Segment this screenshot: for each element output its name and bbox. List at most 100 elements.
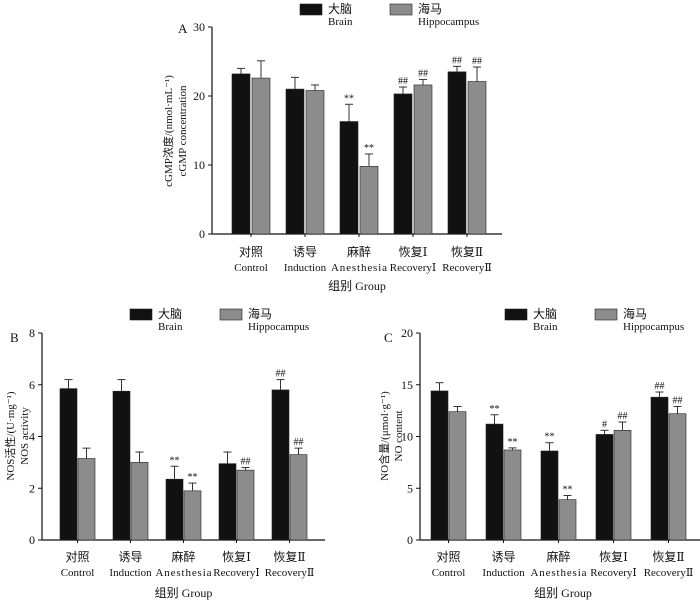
significance-mark: ** bbox=[563, 484, 573, 495]
x-category-label-cn: 恢复Ⅰ bbox=[222, 550, 251, 564]
bar-hippocampus bbox=[251, 77, 271, 235]
legend-label-cn: 大脑 bbox=[533, 307, 557, 321]
x-category-label-cn: 麻醉 bbox=[546, 549, 570, 564]
legend-label-en: Hippocampus bbox=[248, 321, 309, 333]
bar-brain bbox=[540, 450, 559, 541]
x-category-label-cn: 诱导 bbox=[491, 550, 515, 564]
x-category-label-en: Induction bbox=[109, 567, 152, 579]
bar-hippocampus bbox=[613, 429, 632, 541]
bar-brain bbox=[339, 121, 359, 235]
bar-hippocampus bbox=[183, 490, 202, 541]
bar-brain bbox=[595, 434, 614, 541]
x-axis-title: 组别 Group bbox=[328, 279, 386, 293]
x-axis-title: 组别 Group bbox=[155, 586, 213, 600]
x-category-label-cn: 诱导 bbox=[293, 245, 317, 259]
y-axis-label-en: NOS activity bbox=[19, 407, 31, 465]
x-category-label-en: RecoveryⅡ bbox=[644, 567, 694, 579]
bar-hippocampus bbox=[130, 462, 149, 541]
significance-mark: ## bbox=[618, 411, 628, 422]
legend-label-cn: 海马 bbox=[623, 306, 647, 321]
panel-label: A bbox=[178, 21, 188, 36]
significance-mark: ## bbox=[276, 369, 286, 380]
bar-hippocampus bbox=[503, 449, 522, 541]
x-category-label-en: RecoveryⅡ bbox=[265, 567, 315, 579]
y-tick-label: 10 bbox=[401, 430, 413, 444]
legend-swatch-brain bbox=[504, 308, 528, 321]
bar-hippocampus bbox=[668, 413, 687, 541]
chart-panel-b: B 0 2 4 6 8 NOS活性/(U·mg⁻¹) NOS activity 对照 Contro… bbox=[3, 306, 325, 600]
x-category-label-cn: 对照 bbox=[239, 245, 263, 259]
x-category-label-en: Anesthesia bbox=[156, 567, 212, 579]
bar-brain bbox=[430, 390, 449, 541]
bar-hippocampus bbox=[448, 411, 467, 541]
bar-hippocampus bbox=[413, 84, 433, 235]
significance-mark: ** bbox=[364, 143, 374, 154]
y-axis-label-cn: NOS活性/(U·mg⁻¹) bbox=[3, 391, 17, 480]
x-category-label-cn: 恢复Ⅱ bbox=[451, 245, 483, 259]
significance-mark: ** bbox=[490, 404, 500, 415]
y-tick-label: 5 bbox=[407, 481, 413, 495]
y-axis-label-en: cGMP concentration bbox=[177, 85, 189, 176]
bar-hippocampus bbox=[558, 499, 577, 541]
y-axis-label-en: NO content bbox=[393, 410, 405, 461]
chart-panel-a: A 0 10 20 30 cGMP浓度/(nmol·mL⁻¹) cGMP concentra… bbox=[161, 1, 502, 293]
x-category-label-en: Control bbox=[61, 567, 95, 579]
bar-brain bbox=[231, 73, 251, 235]
legend-swatch-brain bbox=[129, 308, 153, 321]
x-category-label-en: RecoveryⅠ bbox=[213, 567, 260, 579]
bar-hippocampus bbox=[305, 90, 325, 235]
x-category-label-cn: 对照 bbox=[436, 550, 460, 564]
y-tick-label: 2 bbox=[29, 481, 35, 495]
bar-brain bbox=[393, 93, 413, 235]
x-category-label-en: RecoveryⅠ bbox=[590, 567, 637, 579]
x-category-label-cn: 麻醉 bbox=[171, 549, 195, 564]
legend-label-en: Brain bbox=[533, 321, 558, 333]
significance-mark: # bbox=[602, 419, 607, 430]
significance-mark: ## bbox=[472, 56, 482, 67]
y-tick-label: 8 bbox=[29, 326, 35, 340]
significance-mark: ## bbox=[418, 68, 428, 79]
x-category-label-cn: 诱导 bbox=[118, 550, 142, 564]
bar-hippocampus bbox=[359, 166, 379, 235]
y-tick-label: 30 bbox=[193, 20, 205, 34]
legend-label-en: Brain bbox=[158, 321, 183, 333]
x-category-label-en: RecoveryⅠ bbox=[390, 262, 437, 274]
bar-brain bbox=[485, 423, 504, 541]
legend-label-en: Brain bbox=[328, 16, 353, 28]
x-category-label-en: Control bbox=[432, 567, 466, 579]
significance-mark: ## bbox=[452, 55, 462, 66]
x-category-label-cn: 恢复Ⅰ bbox=[399, 245, 428, 259]
y-tick-label: 15 bbox=[401, 378, 413, 392]
legend-label-en: Hippocampus bbox=[623, 321, 684, 333]
significance-mark: ** bbox=[545, 432, 555, 443]
legend-label-cn: 大脑 bbox=[158, 307, 182, 321]
significance-mark: ## bbox=[655, 381, 665, 392]
x-category-label-en: RecoveryⅡ bbox=[442, 262, 492, 274]
panel-label: B bbox=[10, 330, 19, 345]
bar-brain bbox=[285, 88, 305, 235]
significance-mark: ** bbox=[170, 455, 180, 466]
x-category-label-en: Induction bbox=[284, 262, 327, 274]
x-category-label-en: Anesthesia bbox=[331, 262, 387, 274]
significance-mark: ** bbox=[344, 93, 354, 104]
bar-hippocampus bbox=[289, 454, 308, 541]
legend-label-en: Hippocampus bbox=[418, 16, 479, 28]
y-tick-label: 0 bbox=[407, 533, 413, 547]
legend-swatch-brain bbox=[299, 3, 323, 16]
bar-brain bbox=[165, 478, 184, 541]
y-tick-label: 20 bbox=[401, 326, 413, 340]
significance-mark: ## bbox=[294, 437, 304, 448]
x-category-label-en: Control bbox=[234, 262, 268, 274]
x-category-label-cn: 恢复Ⅱ bbox=[652, 550, 684, 564]
bar-hippocampus bbox=[77, 458, 96, 541]
bar-hippocampus bbox=[236, 469, 255, 541]
bar-brain bbox=[112, 390, 131, 541]
y-tick-label: 10 bbox=[193, 158, 205, 172]
significance-mark: ** bbox=[188, 472, 198, 483]
legend-label-cn: 海马 bbox=[418, 1, 442, 16]
bar-brain bbox=[650, 396, 669, 541]
y-tick-label: 4 bbox=[29, 430, 35, 444]
x-category-label-cn: 麻醉 bbox=[347, 244, 371, 259]
legend-swatch-hippocampus bbox=[219, 308, 243, 321]
